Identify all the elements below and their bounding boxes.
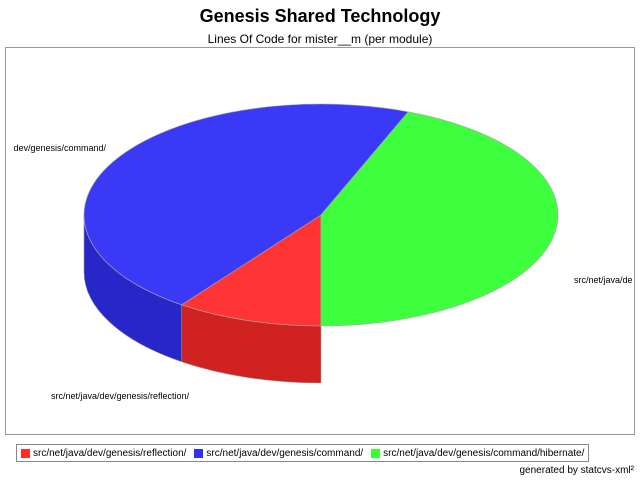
slice-label-0: src/net/java/dev/genesis/reflection/: [51, 391, 190, 401]
chart-subtitle: Lines Of Code for mister__m (per module): [207, 32, 433, 46]
pie-slice-src-net-java-dev-genesis-reflection: [181, 214, 322, 327]
legend-item-src-net-java-dev-genesis-reflection: src/net/java/dev/genesis/reflection/: [21, 448, 186, 459]
plot-area: src/net/java/dev/genesis/reflection/dev/…: [5, 47, 635, 435]
legend-label: src/net/java/dev/genesis/reflection/: [33, 447, 187, 459]
legend: src/net/java/dev/genesis/reflection/src/…: [16, 444, 590, 462]
slice-label-2: src/net/java/de: [574, 275, 633, 285]
legend-swatch: [194, 448, 204, 458]
legend-label: src/net/java/dev/genesis/command/: [206, 447, 364, 459]
legend-item-src-net-java-dev-genesis-command: src/net/java/dev/genesis/command/: [194, 448, 363, 459]
legend-label: src/net/java/dev/genesis/command/hiberna…: [383, 447, 585, 459]
legend-swatch: [371, 448, 381, 458]
legend-swatch: [21, 448, 30, 458]
pie-slice-src-net-java-dev-genesis-command-hibernate: [320, 111, 559, 327]
footer-generated-by: generated by statcvs-xml²: [519, 465, 635, 476]
slice-label-1: dev/genesis/command/: [13, 143, 106, 153]
pie-chart: src/net/java/dev/genesis/reflection/dev/…: [13, 103, 633, 401]
pie-slice-src-net-java-dev-genesis-command: [83, 103, 409, 306]
chart-title: Genesis Shared Technology: [199, 6, 441, 26]
legend-item-src-net-java-dev-genesis-command-hibernate: src/net/java/dev/genesis/command/hiberna…: [371, 448, 584, 459]
